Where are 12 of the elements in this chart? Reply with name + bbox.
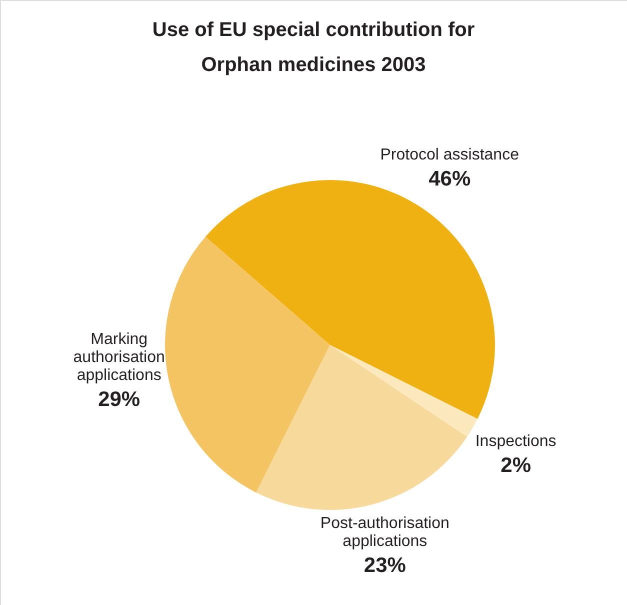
data-label: 23% [364, 554, 406, 577]
chart-title: Use of EU special contribution for Orphan medicines 2003 [152, 19, 475, 76]
data-label: 46% [428, 167, 471, 190]
pie-slice [256, 345, 468, 510]
data-label: 29% [98, 388, 140, 411]
slice-label: Marking authorisation applications [73, 330, 165, 384]
pie-slice [165, 236, 330, 493]
pie-slice [330, 345, 478, 437]
slice-label: Post-authorisation applications [320, 514, 450, 550]
slice-label: Protocol assistance [380, 146, 520, 164]
data-label: 2% [500, 454, 532, 478]
slice-label: Inspections [475, 433, 556, 450]
